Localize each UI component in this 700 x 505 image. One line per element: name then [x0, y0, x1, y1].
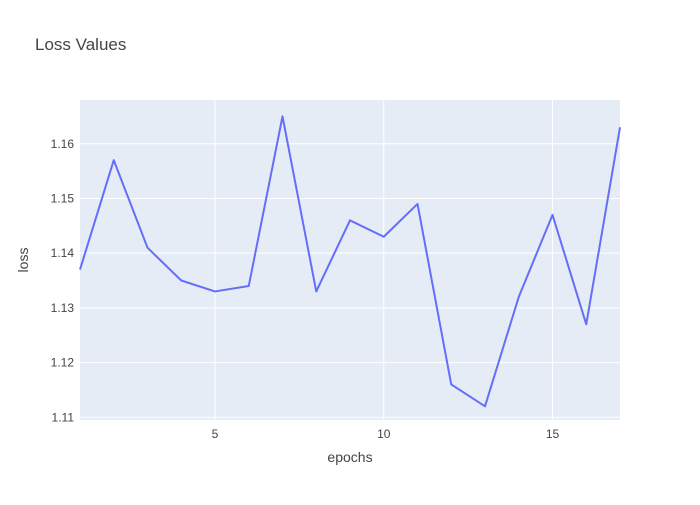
data-point [80, 269, 81, 270]
data-point [451, 384, 452, 385]
y-tick-label: 1.16 [51, 137, 75, 151]
data-point [350, 220, 351, 221]
x-axis-label: epochs [327, 449, 372, 465]
y-tick-label: 1.11 [52, 410, 75, 424]
x-tick-label: 5 [212, 427, 219, 441]
data-point [417, 203, 418, 204]
x-tick-label: 15 [546, 427, 560, 441]
data-point [518, 296, 519, 297]
data-point [586, 324, 587, 325]
y-tick-label: 1.13 [51, 301, 75, 315]
series-line [79, 115, 621, 408]
plot-area [80, 100, 620, 420]
tick-labels: 1.11 1.12 1.13 1.14 1.15 1.16 5 10 15 [51, 137, 560, 441]
data-point [147, 247, 148, 248]
chart-title: Loss Values [35, 35, 126, 54]
data-point [552, 214, 553, 215]
data-point [485, 406, 486, 407]
y-tick-label: 1.14 [51, 246, 75, 260]
y-tick-label: 1.15 [51, 191, 75, 205]
y-tick-label: 1.12 [51, 356, 75, 370]
x-tick-label: 10 [377, 427, 391, 441]
data-point [215, 291, 216, 292]
data-point [181, 280, 182, 281]
data-point [282, 116, 283, 117]
data-point [316, 291, 317, 292]
y-axis-label: loss [15, 248, 31, 273]
data-point [620, 127, 621, 128]
data-point [383, 236, 384, 237]
data-layer [79, 115, 621, 408]
grid-lines [80, 100, 620, 420]
data-point [248, 285, 249, 286]
data-point [113, 160, 114, 161]
